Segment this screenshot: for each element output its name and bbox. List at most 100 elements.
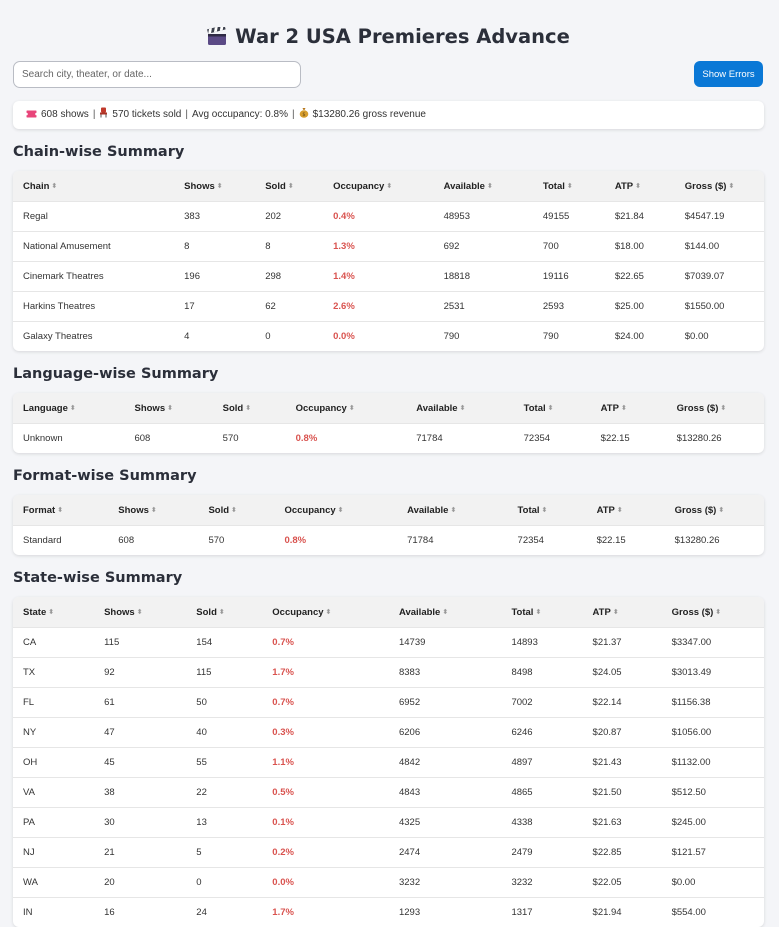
column-header-shows[interactable]: Shows⬍ [94,597,186,628]
table-cell-state: NY [13,718,94,748]
column-header-atp[interactable]: ATP⬍ [605,171,675,202]
column-header-shows[interactable]: Shows⬍ [174,171,255,202]
table-cell-occupancy: 1.7% [262,898,389,927]
table-cell-atp: $21.94 [583,898,662,927]
sort-icon: ⬍ [137,609,143,616]
table-cell-total: 2479 [501,838,582,868]
column-header-shows[interactable]: Shows⬍ [124,393,212,424]
table-cell-gross: $13280.26 [665,526,764,556]
column-header-occupancy[interactable]: Occupancy⬍ [274,495,397,526]
column-header-label: Sold [196,607,217,618]
table-cell-chain: Cinemark Theatres [13,262,174,292]
table-cell-occupancy: 1.3% [323,232,433,262]
column-header-format[interactable]: Format⬍ [13,495,108,526]
column-header-shows[interactable]: Shows⬍ [108,495,198,526]
sort-icon: ⬍ [219,609,225,616]
table-cell-gross: $121.57 [662,838,764,868]
column-header-atp[interactable]: ATP⬍ [583,597,662,628]
table-cell-format: Standard [13,526,108,556]
sort-icon: ⬍ [621,405,627,412]
table-cell-available: 71784 [397,526,507,556]
column-header-occupancy[interactable]: Occupancy⬍ [323,171,433,202]
table-cell-shows: 17 [174,292,255,322]
column-header-chain[interactable]: Chain⬍ [13,171,174,202]
money-bag-icon: $ [299,102,309,130]
language-summary-title: Language-wise Summary [13,365,764,383]
table-cell-gross: $554.00 [662,898,764,927]
table-cell-sold: 154 [186,628,262,658]
table-cell-shows: 45 [94,748,186,778]
column-header-available[interactable]: Available⬍ [397,495,507,526]
table-cell-sold: 50 [186,688,262,718]
column-header-total[interactable]: Total⬍ [508,495,587,526]
table-cell-occupancy: 0.1% [262,808,389,838]
column-header-gross[interactable]: Gross ($)⬍ [667,393,764,424]
table-cell-total: 72354 [508,526,587,556]
column-header-gross[interactable]: Gross ($)⬍ [675,171,764,202]
column-header-sold[interactable]: Sold⬍ [213,393,286,424]
sort-icon: ⬍ [728,183,734,190]
table-cell-shows: 383 [174,202,255,232]
column-header-gross[interactable]: Gross ($)⬍ [665,495,764,526]
sort-icon: ⬍ [231,507,237,514]
state-summary-title: State-wise Summary [13,569,764,587]
column-header-label: Format [23,505,55,516]
language-summary-table-card: Language⬍Shows⬍Sold⬍Occupancy⬍Available⬍… [13,393,764,453]
column-header-total[interactable]: Total⬍ [514,393,591,424]
chain-summary-table: Chain⬍Shows⬍Sold⬍Occupancy⬍Available⬍Tot… [13,171,764,351]
show-errors-button[interactable]: Show Errors [694,61,763,87]
table-cell-shows: 20 [94,868,186,898]
column-header-language[interactable]: Language⬍ [13,393,124,424]
column-header-occupancy[interactable]: Occupancy⬍ [286,393,407,424]
sort-icon: ⬍ [450,507,456,514]
sort-icon: ⬍ [48,609,54,616]
column-header-available[interactable]: Available⬍ [406,393,513,424]
table-cell-gross: $245.00 [662,808,764,838]
table-cell-atp: $20.87 [583,718,662,748]
search-input[interactable] [13,61,301,88]
column-header-label: Gross ($) [677,403,719,414]
svg-text:$: $ [302,112,305,118]
table-cell-available: 18818 [434,262,533,292]
table-cell-atp: $21.37 [583,628,662,658]
table-cell-occupancy: 2.6% [323,292,433,322]
table-cell-occupancy: 0.8% [286,424,407,454]
table-cell-sold: 40 [186,718,262,748]
column-header-sold[interactable]: Sold⬍ [198,495,274,526]
column-header-total[interactable]: Total⬍ [501,597,582,628]
column-header-atp[interactable]: ATP⬍ [587,495,665,526]
table-cell-total: 7002 [501,688,582,718]
column-header-label: Available [399,607,440,618]
column-header-label: Available [444,181,485,192]
column-header-label: Shows [134,403,165,414]
table-cell-shows: 61 [94,688,186,718]
column-header-occupancy[interactable]: Occupancy⬍ [262,597,389,628]
column-header-total[interactable]: Total⬍ [533,171,605,202]
column-header-atp[interactable]: ATP⬍ [591,393,667,424]
table-cell-sold: 0 [255,322,323,352]
column-header-sold[interactable]: Sold⬍ [255,171,323,202]
column-header-sold[interactable]: Sold⬍ [186,597,262,628]
column-header-available[interactable]: Available⬍ [389,597,501,628]
sort-icon: ⬍ [57,507,63,514]
column-header-label: Total [543,181,565,192]
table-cell-occupancy: 0.0% [262,868,389,898]
table-cell-sold: 62 [255,292,323,322]
table-cell-shows: 38 [94,778,186,808]
sort-icon: ⬍ [217,183,223,190]
table-cell-occupancy: 0.7% [262,628,389,658]
sort-icon: ⬍ [617,507,623,514]
column-header-gross[interactable]: Gross ($)⬍ [662,597,764,628]
sort-icon: ⬍ [442,609,448,616]
column-header-state[interactable]: State⬍ [13,597,94,628]
column-header-available[interactable]: Available⬍ [434,171,533,202]
column-header-label: Total [518,505,540,516]
table-cell-available: 2531 [434,292,533,322]
